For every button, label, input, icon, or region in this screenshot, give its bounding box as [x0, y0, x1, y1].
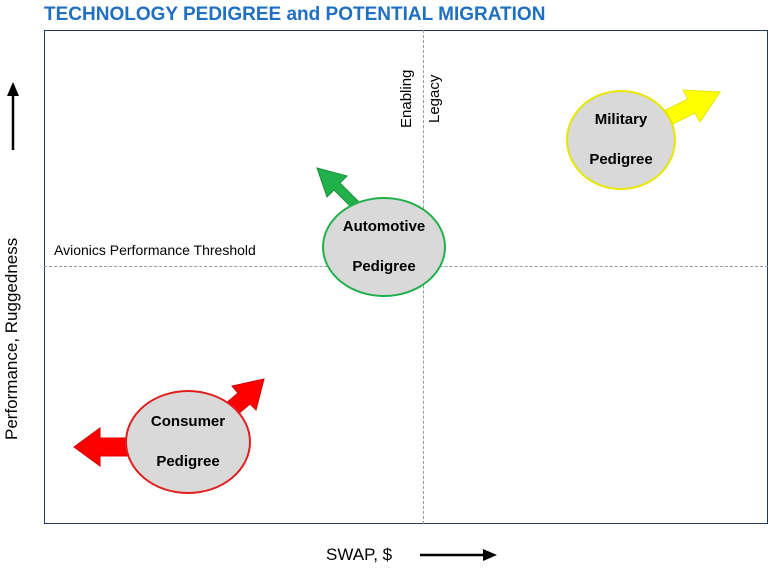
consumer-line1: Consumer: [150, 413, 226, 430]
military-line1: Military: [594, 111, 648, 128]
military-pedigree-ellipse: Military Pedigree: [566, 90, 676, 190]
automotive-migration-arrow: [316, 167, 359, 209]
consumer-pedigree-ellipse: Consumer Pedigree: [125, 390, 251, 494]
plot-area: [44, 30, 768, 524]
x-axis-label: SWAP, $: [326, 545, 393, 564]
diagram-title: TECHNOLOGY PEDIGREE and POTENTIAL MIGRAT…: [44, 4, 546, 25]
x-axis-arrow: [420, 549, 497, 561]
automotive-line2: Pedigree: [352, 258, 416, 275]
y-axis-arrow: [7, 82, 19, 150]
automotive-pedigree-ellipse: Automotive Pedigree: [322, 197, 446, 297]
consumer-line2: Pedigree: [156, 453, 220, 470]
automotive-line1: Automotive: [342, 218, 426, 235]
threshold-label: Avionics Performance Threshold: [54, 242, 256, 258]
military-line2: Pedigree: [589, 151, 653, 168]
